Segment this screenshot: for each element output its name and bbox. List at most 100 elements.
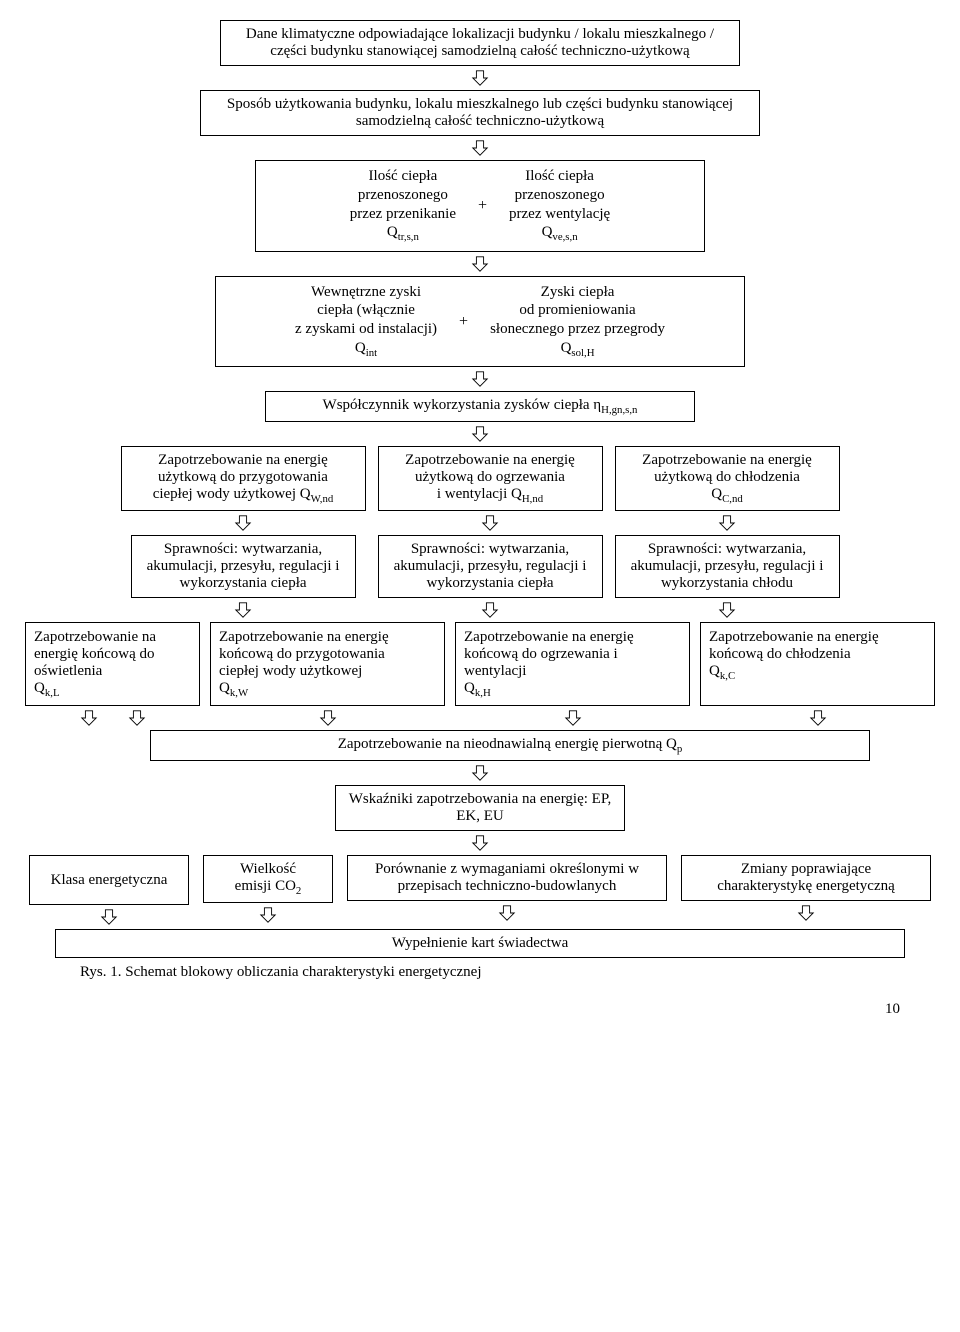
- symbol: Qtr,s,n: [387, 224, 419, 240]
- text: Ilość ciepła: [369, 168, 438, 184]
- box-final-lighting: Zapotrzebowanie na energię końcową do oś…: [25, 622, 200, 706]
- arrow-icon: [471, 370, 489, 388]
- text: użytkową do ogrzewania: [415, 469, 565, 485]
- row-energy-need: Zapotrzebowanie na energię użytkową do p…: [121, 446, 840, 622]
- text: użytkową do przygotowania: [158, 469, 328, 485]
- text: oświetlenia: [34, 663, 102, 679]
- text: przenoszonego: [358, 187, 448, 203]
- box-need-heating: Zapotrzebowanie na energię użytkową do o…: [378, 446, 603, 511]
- col-improvements: Zmiany poprawiające charakterystykę ener…: [681, 855, 931, 929]
- text: Wewnętrzne zyski: [311, 284, 421, 300]
- text: Zapotrzebowanie na nieodnawialną energię…: [338, 736, 677, 752]
- figure-caption: Rys. 1. Schemat blokowy obliczania chara…: [20, 964, 940, 981]
- text: wentylacji: [464, 663, 526, 679]
- arrow-icon: [481, 601, 499, 619]
- col-final-heating: Zapotrzebowanie na energię końcową do og…: [455, 622, 690, 730]
- arrow-icon: [809, 709, 827, 727]
- text: słonecznego przez przegrody: [490, 321, 665, 337]
- text: przenoszonego: [515, 187, 605, 203]
- box-heat-transfer: Ilość ciepła przenoszonego przez przenik…: [255, 160, 705, 252]
- box-final-water: Zapotrzebowanie na energię końcową do pr…: [210, 622, 445, 706]
- text: Zapotrzebowanie na: [34, 629, 156, 645]
- text: od promieniowania: [519, 302, 635, 318]
- page-number: 10: [20, 1001, 940, 1018]
- box-usage-method: Sposób użytkowania budynku, lokalu miesz…: [200, 90, 760, 136]
- col-need-water: Zapotrzebowanie na energię użytkową do p…: [121, 446, 366, 622]
- text: ciepłej wody użytkowej QW,nd: [153, 486, 334, 502]
- col-final-water: Zapotrzebowanie na energię końcową do pr…: [210, 622, 445, 730]
- col-energy-class: Klasa energetyczna: [29, 855, 189, 929]
- text: i wentylacji QH,nd: [437, 486, 543, 502]
- text: Zapotrzebowanie na energię: [464, 629, 634, 645]
- text: końcową do przygotowania: [219, 646, 385, 662]
- box-eff-cooling: Sprawności: wytwarzania, akumulacji, prz…: [615, 535, 840, 598]
- text: Ilość ciepła: [525, 168, 594, 184]
- arrow-icon: [718, 514, 736, 532]
- arrow-icon: [80, 709, 98, 727]
- plus-operator: +: [472, 197, 493, 215]
- internal-gains: Wewnętrzne zyski ciepła (włącznie z zysk…: [295, 283, 437, 361]
- text: Zapotrzebowanie na energię: [219, 629, 389, 645]
- text: przez przenikanie: [350, 206, 456, 222]
- arrow-icon: [234, 601, 252, 619]
- arrow-icon: [471, 834, 489, 852]
- text: emisji CO2: [235, 878, 302, 894]
- arrow-icon: [100, 908, 118, 926]
- arrow-icon: [471, 139, 489, 157]
- symbol: Qk,C: [709, 663, 735, 679]
- arrow-icon: [498, 904, 516, 922]
- text: przez wentylację: [509, 206, 610, 222]
- row-final-energy: Zapotrzebowanie na energię końcową do oś…: [25, 622, 935, 730]
- box-need-cooling: Zapotrzebowanie na energię użytkową do c…: [615, 446, 840, 511]
- symbol: Qk,H: [464, 680, 491, 696]
- arrow-icon: [259, 906, 277, 924]
- text: Zapotrzebowanie na energię: [158, 452, 328, 468]
- row-outputs: Klasa energetyczna Wielkość emisji CO2 P…: [29, 855, 931, 929]
- box-eff-water: Sprawności: wytwarzania, akumulacji, prz…: [131, 535, 356, 598]
- box-comparison: Porównanie z wymaganiami określonymi w p…: [347, 855, 667, 901]
- col-need-heating: Zapotrzebowanie na energię użytkową do o…: [378, 446, 603, 622]
- col-need-cooling: Zapotrzebowanie na energię użytkową do c…: [615, 446, 840, 622]
- box-co2-emission: Wielkość emisji CO2: [203, 855, 333, 903]
- box-eff-heating: Sprawności: wytwarzania, akumulacji, prz…: [378, 535, 603, 598]
- box-indicators: Wskaźniki zapotrzebowania na energię: EP…: [335, 785, 625, 831]
- text: ciepła (włącznie: [317, 302, 415, 318]
- arrow-icon: [481, 514, 499, 532]
- symbol: Qk,W: [219, 680, 248, 696]
- text: Zapotrzebowanie na energię: [642, 452, 812, 468]
- heat-ventilation: Ilość ciepła przenoszonego przez wentyla…: [509, 167, 610, 245]
- text: z zyskami od instalacji): [295, 321, 437, 337]
- symbol: Qint: [355, 340, 377, 356]
- text: Wielkość: [240, 861, 296, 877]
- arrow-icon: [471, 764, 489, 782]
- arrow-icon: [718, 601, 736, 619]
- box-final-cooling: Zapotrzebowanie na energię końcową do ch…: [700, 622, 935, 706]
- symbol: Qsol,H: [561, 340, 595, 356]
- box-utilisation-factor: Współczynnik wykorzystania zysków ciepła…: [265, 391, 695, 422]
- symbol: Qk,L: [34, 680, 60, 696]
- box-primary-energy: Zapotrzebowanie na nieodnawialną energię…: [150, 730, 870, 761]
- subscript: p: [677, 743, 682, 755]
- col-final-cooling: Zapotrzebowanie na energię końcową do ch…: [700, 622, 935, 730]
- text: Zyski ciepła: [541, 284, 615, 300]
- box-improvements: Zmiany poprawiające charakterystykę ener…: [681, 855, 931, 901]
- arrow-icon: [471, 255, 489, 273]
- text: użytkową do chłodzenia: [654, 469, 800, 485]
- box-fill-certificate: Wypełnienie kart świadectwa: [55, 929, 905, 958]
- col-final-lighting: Zapotrzebowanie na energię końcową do oś…: [25, 622, 200, 730]
- text: Zapotrzebowanie na energię: [709, 629, 879, 645]
- box-energy-class: Klasa energetyczna: [29, 855, 189, 905]
- text: ciepłej wody użytkowej: [219, 663, 362, 679]
- arrow-icon: [319, 709, 337, 727]
- box-need-water: Zapotrzebowanie na energię użytkową do p…: [121, 446, 366, 511]
- col-co2: Wielkość emisji CO2: [203, 855, 333, 929]
- arrow-icon: [797, 904, 815, 922]
- solar-gains: Zyski ciepła od promieniowania słoneczne…: [490, 283, 665, 361]
- arrow-icon: [128, 709, 146, 727]
- box-final-heating: Zapotrzebowanie na energię końcową do og…: [455, 622, 690, 706]
- arrow-icon: [564, 709, 582, 727]
- plus-operator: +: [453, 313, 474, 331]
- flowchart-root: Dane klimatyczne odpowiadające lokalizac…: [20, 20, 940, 958]
- heat-transmission: Ilość ciepła przenoszonego przez przenik…: [350, 167, 456, 245]
- text: Zapotrzebowanie na energię: [405, 452, 575, 468]
